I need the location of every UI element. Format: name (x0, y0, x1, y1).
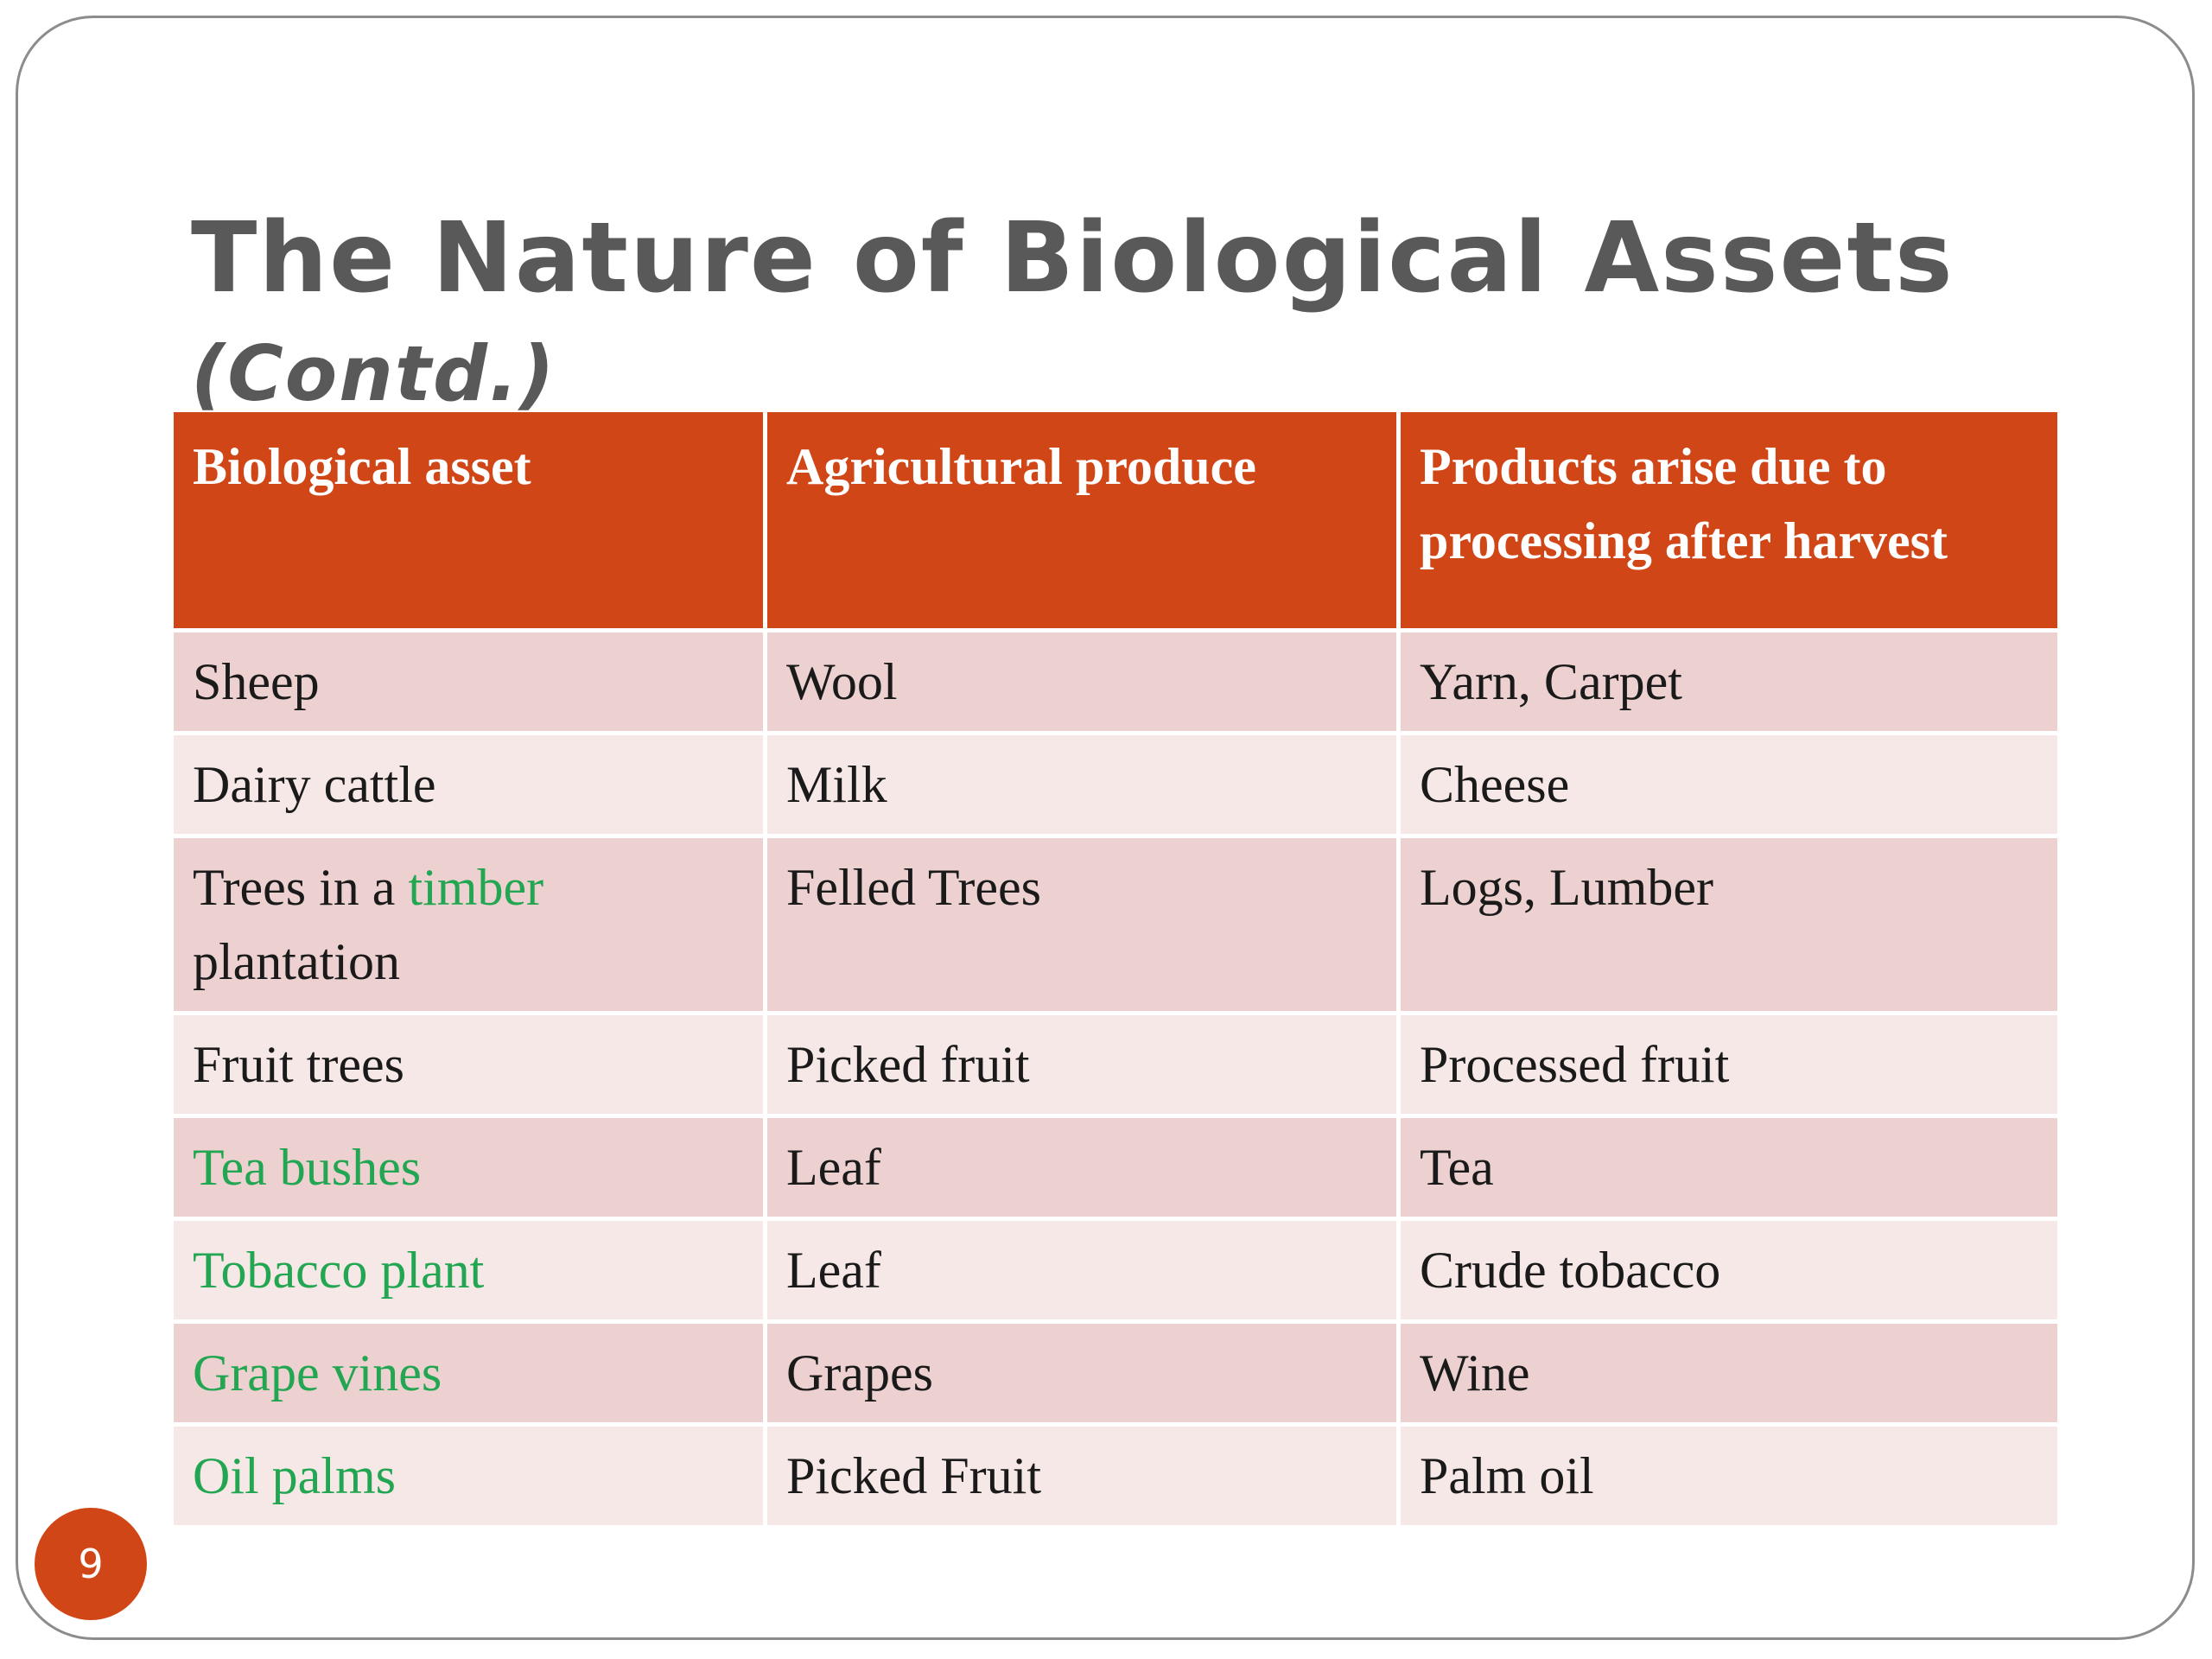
cell-biological-asset: Sheep (174, 632, 763, 731)
cell-biological-asset: Oil palms (174, 1427, 763, 1525)
asset-text-continued: plantation (193, 933, 400, 990)
cell-agricultural-produce: Leaf (767, 1118, 1396, 1217)
asset-highlight-text: Grape vines (193, 1344, 442, 1402)
header-biological-asset: Biological asset (174, 412, 763, 628)
asset-highlight-text: Tobacco plant (193, 1242, 485, 1299)
slide-title: The Nature of Biological Assets (191, 202, 1955, 315)
table-row: Trees in a timber plantation Felled Tree… (174, 838, 2057, 1011)
header-processed-products: Products arise due to processing after h… (1401, 412, 2057, 628)
table-header-row: Biological asset Agricultural produce Pr… (174, 412, 2057, 628)
table-row: Dairy cattle Milk Cheese (174, 735, 2057, 834)
cell-biological-asset: Tobacco plant (174, 1221, 763, 1319)
cell-agricultural-produce: Picked Fruit (767, 1427, 1396, 1525)
asset-highlight-text: Oil palms (193, 1447, 396, 1504)
cell-processed-products: Crude tobacco (1401, 1221, 2057, 1319)
cell-biological-asset: Grape vines (174, 1324, 763, 1422)
biological-assets-table: Biological asset Agricultural produce Pr… (169, 408, 2062, 1529)
table-row: Tea bushes Leaf Tea (174, 1118, 2057, 1217)
cell-processed-products: Logs, Lumber (1401, 838, 2057, 1011)
table-row: Tobacco plant Leaf Crude tobacco (174, 1221, 2057, 1319)
cell-processed-products: Palm oil (1401, 1427, 2057, 1525)
slide-subtitle: (Contd.) (191, 329, 556, 418)
cell-biological-asset: Fruit trees (174, 1015, 763, 1114)
asset-highlight-text: timber (408, 859, 544, 916)
cell-agricultural-produce: Leaf (767, 1221, 1396, 1319)
cell-biological-asset: Trees in a timber plantation (174, 838, 763, 1011)
cell-processed-products: Tea (1401, 1118, 2057, 1217)
cell-agricultural-produce: Wool (767, 632, 1396, 731)
cell-processed-products: Processed fruit (1401, 1015, 2057, 1114)
cell-agricultural-produce: Grapes (767, 1324, 1396, 1422)
asset-highlight-text: Tea bushes (193, 1139, 422, 1196)
table-row: Grape vines Grapes Wine (174, 1324, 2057, 1422)
asset-text: Trees in a (193, 859, 409, 916)
table-row: Oil palms Picked Fruit Palm oil (174, 1427, 2057, 1525)
asset-text: Dairy cattle (193, 756, 436, 813)
cell-agricultural-produce: Picked fruit (767, 1015, 1396, 1114)
cell-biological-asset: Tea bushes (174, 1118, 763, 1217)
page-number: 9 (78, 1541, 104, 1587)
cell-processed-products: Wine (1401, 1324, 2057, 1422)
cell-processed-products: Yarn, Carpet (1401, 632, 2057, 731)
header-agricultural-produce: Agricultural produce (767, 412, 1396, 628)
table-row: Sheep Wool Yarn, Carpet (174, 632, 2057, 731)
table-row: Fruit trees Picked fruit Processed fruit (174, 1015, 2057, 1114)
page-number-badge: 9 (35, 1508, 147, 1620)
cell-biological-asset: Dairy cattle (174, 735, 763, 834)
asset-text: Sheep (193, 653, 320, 710)
cell-agricultural-produce: Felled Trees (767, 838, 1396, 1011)
cell-processed-products: Cheese (1401, 735, 2057, 834)
asset-text: Fruit trees (193, 1036, 404, 1093)
cell-agricultural-produce: Milk (767, 735, 1396, 834)
